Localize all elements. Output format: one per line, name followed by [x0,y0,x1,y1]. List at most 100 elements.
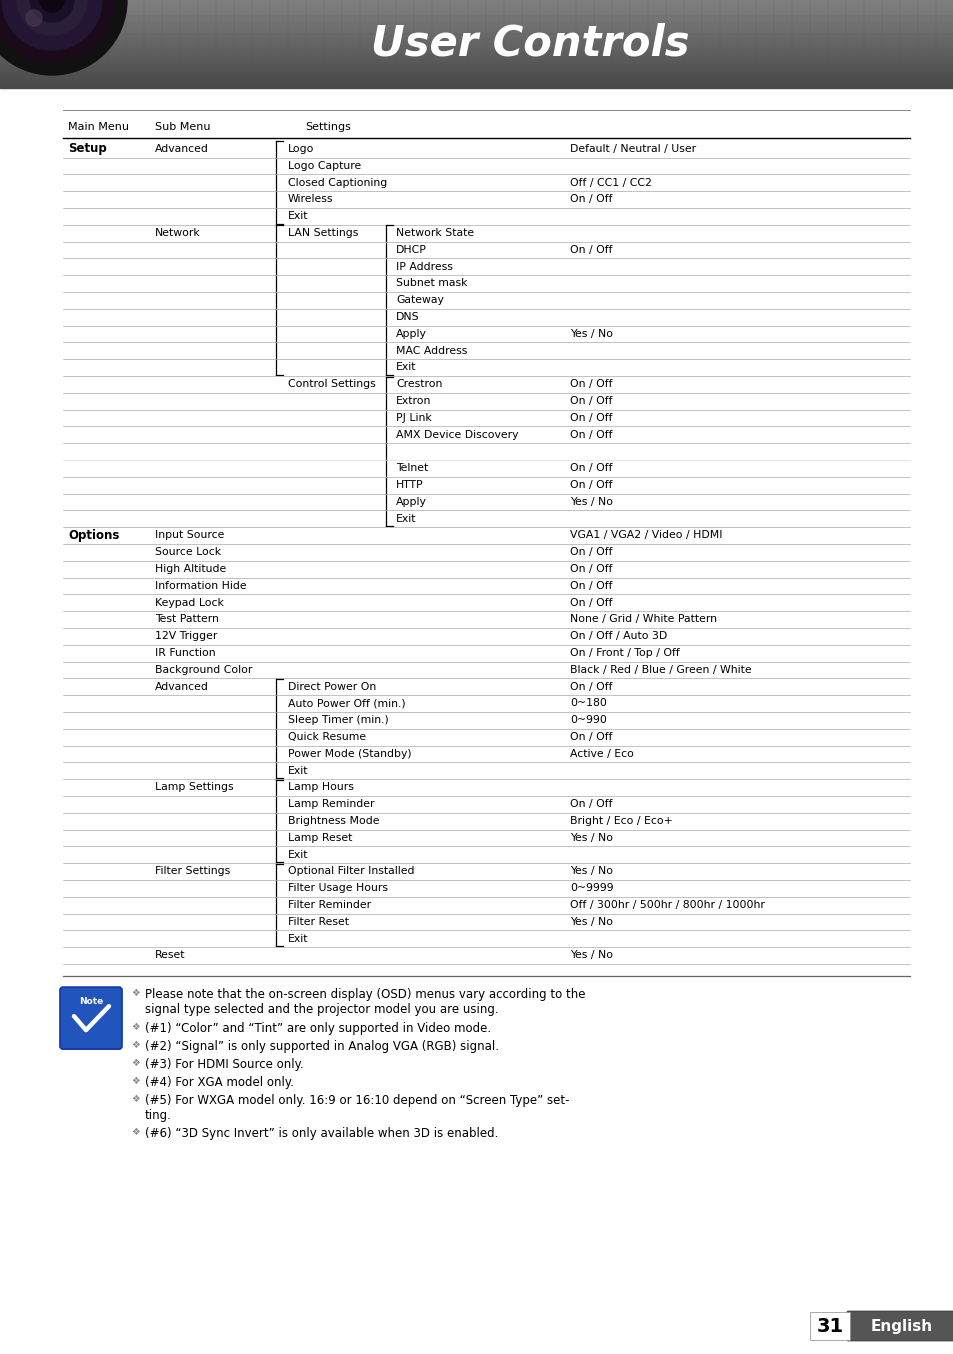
Text: Exit: Exit [395,513,416,524]
Text: 31: 31 [816,1316,842,1335]
Text: On / Off: On / Off [569,563,612,574]
Text: On / Off: On / Off [569,547,612,556]
Text: English: English [870,1319,932,1334]
Text: On / Off: On / Off [569,581,612,590]
Text: Advanced: Advanced [154,681,209,692]
Circle shape [0,0,113,62]
Text: Input Source: Input Source [154,531,224,540]
Text: Network State: Network State [395,227,474,238]
Text: On / Off: On / Off [569,681,612,692]
Text: Filter Reminder: Filter Reminder [288,900,371,910]
Text: Bright / Eco / Eco+: Bright / Eco / Eco+ [569,816,672,826]
Circle shape [2,0,102,50]
Text: Filter Settings: Filter Settings [154,867,230,876]
Circle shape [40,0,64,12]
Text: Apply: Apply [395,329,426,338]
Text: On / Off: On / Off [569,479,612,490]
Text: Extron: Extron [395,395,431,406]
Text: Default / Neutral / User: Default / Neutral / User [569,144,696,154]
Text: Auto Power Off (min.): Auto Power Off (min.) [288,699,405,708]
Text: Main Menu: Main Menu [68,122,129,131]
Bar [809,1312,849,1340]
Text: DHCP: DHCP [395,245,426,255]
Text: ❖: ❖ [131,988,139,998]
Text: ❖: ❖ [131,1057,139,1068]
Circle shape [26,9,42,26]
Text: Power Mode (Standby): Power Mode (Standby) [288,749,411,758]
Text: Information Hide: Information Hide [154,581,247,590]
Text: ❖: ❖ [131,1127,139,1137]
Text: On / Off: On / Off [569,429,612,440]
Text: On / Off / Auto 3D: On / Off / Auto 3D [569,631,666,642]
Text: Control Settings: Control Settings [288,379,375,389]
Text: Keypad Lock: Keypad Lock [154,597,224,608]
FancyBboxPatch shape [846,1311,953,1340]
Text: On / Off: On / Off [569,799,612,810]
Text: Reset: Reset [154,951,185,960]
Text: ❖: ❖ [131,1022,139,1032]
Text: Options: Options [68,529,119,542]
Text: On / Off: On / Off [569,733,612,742]
Text: ❖: ❖ [131,1094,139,1104]
Text: On / Off: On / Off [569,245,612,255]
Text: Quick Resume: Quick Resume [288,733,366,742]
Text: Optional Filter Installed: Optional Filter Installed [288,867,414,876]
Text: ting.: ting. [145,1109,172,1122]
Text: Off / CC1 / CC2: Off / CC1 / CC2 [569,177,651,187]
Text: Active / Eco: Active / Eco [569,749,633,758]
Text: On / Off: On / Off [569,597,612,608]
Circle shape [30,0,74,22]
Text: (#3) For HDMI Source only.: (#3) For HDMI Source only. [145,1057,303,1071]
Text: Advanced: Advanced [154,144,209,154]
Text: Setup: Setup [68,142,107,156]
Text: AMX Device Discovery: AMX Device Discovery [395,429,518,440]
Text: VGA1 / VGA2 / Video / HDMI: VGA1 / VGA2 / Video / HDMI [569,531,721,540]
Text: Sub Menu: Sub Menu [154,122,211,131]
Text: Lamp Settings: Lamp Settings [154,783,233,792]
Text: (#4) For XGA model only.: (#4) For XGA model only. [145,1076,294,1089]
Text: HTTP: HTTP [395,479,423,490]
Text: None / Grid / White Pattern: None / Grid / White Pattern [569,615,717,624]
Text: Wireless: Wireless [288,195,334,204]
Text: Crestron: Crestron [395,379,442,389]
Text: 0~9999: 0~9999 [569,883,613,894]
Text: Exit: Exit [288,933,308,944]
Text: Yes / No: Yes / No [569,867,613,876]
Text: IR Function: IR Function [154,649,215,658]
Text: IP Address: IP Address [395,261,453,272]
Text: DNS: DNS [395,311,419,322]
Text: Gateway: Gateway [395,295,443,305]
Text: Settings: Settings [305,122,351,131]
Text: Yes / No: Yes / No [569,951,613,960]
Text: Source Lock: Source Lock [154,547,221,556]
Text: Direct Power On: Direct Power On [288,681,375,692]
Text: 12V Trigger: 12V Trigger [154,631,217,642]
Text: On / Off: On / Off [569,195,612,204]
Text: Please note that the on-screen display (OSD) menus vary according to the: Please note that the on-screen display (… [145,988,585,1001]
Text: Off / 300hr / 500hr / 800hr / 1000hr: Off / 300hr / 500hr / 800hr / 1000hr [569,900,764,910]
Circle shape [0,0,127,74]
Text: 0~180: 0~180 [569,699,606,708]
Text: Exit: Exit [395,363,416,372]
Text: Apply: Apply [395,497,426,506]
Text: Yes / No: Yes / No [569,329,613,338]
Text: Logo: Logo [288,144,314,154]
Text: Exit: Exit [288,849,308,860]
Text: Subnet mask: Subnet mask [395,279,467,288]
Circle shape [17,0,87,35]
Text: Lamp Hours: Lamp Hours [288,783,354,792]
Text: On / Front / Top / Off: On / Front / Top / Off [569,649,679,658]
Text: MAC Address: MAC Address [395,345,467,356]
Text: Network: Network [154,227,200,238]
Text: Test Pattern: Test Pattern [154,615,218,624]
Text: (#1) “Color” and “Tint” are only supported in Video mode.: (#1) “Color” and “Tint” are only support… [145,1022,491,1034]
Text: Logo Capture: Logo Capture [288,161,361,171]
Text: Lamp Reminder: Lamp Reminder [288,799,375,810]
Text: On / Off: On / Off [569,413,612,422]
Text: Exit: Exit [288,211,308,221]
Text: LAN Settings: LAN Settings [288,227,358,238]
Text: On / Off: On / Off [569,379,612,389]
Text: (#2) “Signal” is only supported in Analog VGA (RGB) signal.: (#2) “Signal” is only supported in Analo… [145,1040,498,1053]
Text: (#5) For WXGA model only. 16:9 or 16:10 depend on “Screen Type” set-: (#5) For WXGA model only. 16:9 or 16:10 … [145,1094,569,1108]
Text: Closed Captioning: Closed Captioning [288,177,387,187]
